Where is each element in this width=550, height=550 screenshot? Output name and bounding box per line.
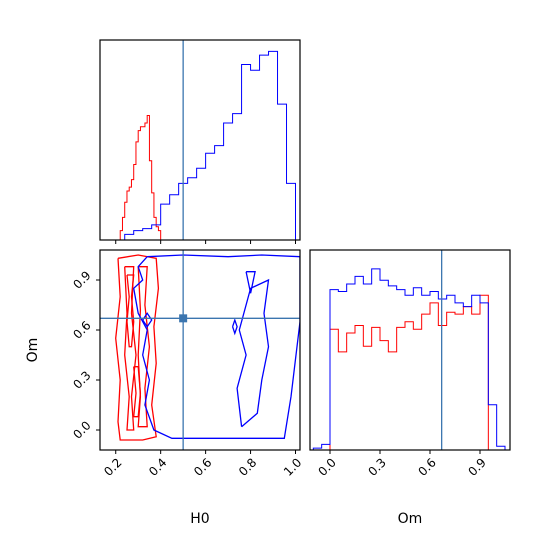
joint-y-tick-label-2: 0.6 [70,318,93,341]
om-x-tick-label-1: 0.3 [365,455,388,478]
contour-1-0 [132,254,300,439]
h0-om-contour-panel: 0.2 0.4 0.6 0.8 1.0 0.0 0.3 0.6 0.9 [70,249,304,479]
joint-frame [99,249,301,451]
om-marginal-panel: 0.0 0.3 0.6 0.9 [309,249,511,479]
om-x-tick-label-2: 0.6 [415,455,438,478]
contour-0-3 [126,274,135,348]
y-axis-label-om: Om [25,338,41,363]
joint-y-tick-label-0: 0.0 [70,418,93,441]
om-histogram-series-0 [313,294,497,451]
contour-1-2 [245,271,256,294]
x-axis-label-om: Om [398,511,423,527]
om-marginal-frame [309,249,511,451]
joint-x-tick-label-0: 0.2 [101,455,124,478]
h0-marginal-frame [99,39,301,241]
contour-0-2 [137,266,151,428]
joint-y-tick-label-3: 0.9 [70,268,93,291]
joint-x-tick-label-1: 0.4 [146,455,169,478]
h0-histogram-series-0 [119,114,163,241]
joint-x-tick-label-4: 1.0 [281,455,304,478]
contour-1-4 [231,317,238,336]
h0-marginal-panel [99,39,301,244]
h0-histogram-series-1 [115,50,297,241]
om-x-tick-label-3: 0.9 [465,455,488,478]
x-axis-label-h0: H0 [190,511,209,527]
contour-1-3 [142,312,153,328]
joint-y-tick-label-1: 0.3 [70,368,93,391]
contour-group [115,254,300,441]
contour-1-1 [236,278,270,428]
contour-0-4 [132,366,142,418]
om-x-tick-label-0: 0.0 [315,455,338,478]
joint-x-tick-label-2: 0.6 [191,455,214,478]
joint-x-tick-label-3: 0.8 [236,455,259,478]
om-histogram-series-1 [312,268,506,450]
joint-truth-marker [179,314,188,323]
contour-0-0 [115,254,160,441]
